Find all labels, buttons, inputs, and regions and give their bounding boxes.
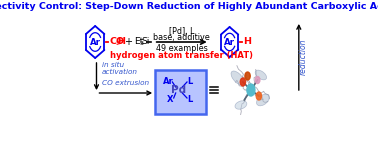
Text: base, additive: base, additive [153,33,210,41]
Text: H: H [243,37,251,46]
Text: 49 examples: 49 examples [156,44,208,53]
Text: Pd: Pd [172,85,187,95]
Text: L: L [187,77,192,86]
Circle shape [247,84,255,96]
Ellipse shape [235,101,247,109]
Circle shape [255,77,260,83]
Text: Ar: Ar [224,37,235,46]
Text: Ar: Ar [163,77,174,86]
Circle shape [256,92,262,100]
Text: Ar: Ar [90,37,101,46]
Text: hydrogen atom transfer (HAT): hydrogen atom transfer (HAT) [110,50,253,59]
Text: 2: 2 [115,41,119,46]
Text: Et: Et [135,37,144,46]
Circle shape [245,72,250,80]
Text: Si: Si [141,37,150,46]
Text: [Pd], L: [Pd], L [169,26,194,36]
Text: Selectivity Control: Step-Down Reduction of Highly Abundant Carboxylic Acids: Selectivity Control: Step-Down Reduction… [0,2,378,11]
Text: X: X [166,95,173,104]
Circle shape [240,78,246,86]
Text: CO extrusion: CO extrusion [102,79,149,86]
Text: CO: CO [109,37,124,46]
Text: reduction: reduction [299,39,308,75]
Ellipse shape [257,94,269,106]
Text: in situ
activation: in situ activation [102,62,138,75]
Ellipse shape [255,70,266,80]
Text: 3: 3 [139,41,143,46]
Ellipse shape [231,71,244,85]
Text: L: L [187,95,192,104]
FancyBboxPatch shape [155,70,206,114]
Text: H: H [118,37,125,46]
Text: +: + [124,37,132,47]
